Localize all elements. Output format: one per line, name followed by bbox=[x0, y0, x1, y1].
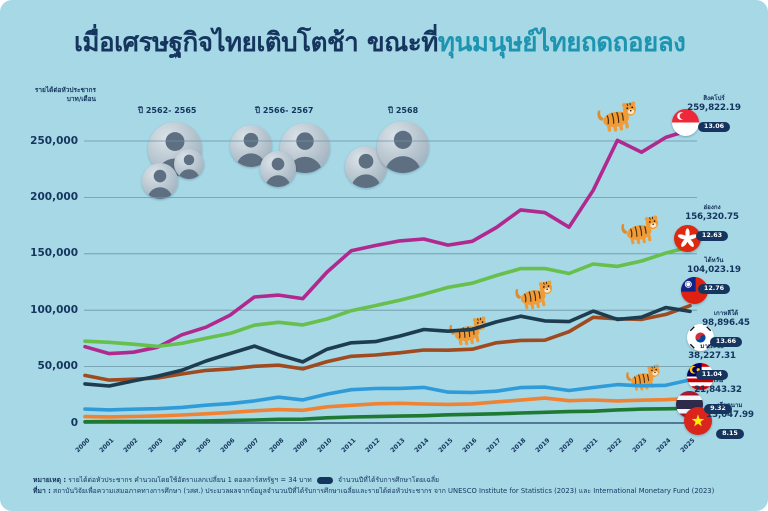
line-series-vn bbox=[83, 406, 692, 424]
line-series-kr bbox=[83, 305, 692, 388]
note-text: รายได้ต่อหัวประชากร คำนวณโดยใช้อัตราแลกเ… bbox=[68, 476, 312, 485]
title-part-economy: เมื่อเศรษฐกิจไทยเติบโตช้า ขณะที่ bbox=[74, 28, 438, 58]
footnotes: หมายเหตุ : รายได้ต่อหัวประชากร คำนวณโดยใ… bbox=[33, 475, 714, 497]
line-series-th bbox=[83, 396, 692, 419]
y-axis-title-line1: รายได้ต่อหัวประชากร bbox=[34, 86, 96, 94]
line-series-my bbox=[83, 378, 692, 412]
schooling-badge-legend-icon bbox=[316, 476, 333, 484]
footnote-source-line: ที่มา : สถาบันวิจัยเพื่อความเสมอภาคทางกา… bbox=[33, 486, 714, 497]
y-axis-title: รายได้ต่อหัวประชากร บาท/เดือน bbox=[8, 86, 96, 104]
footnote-note-line: หมายเหตุ : รายได้ต่อหัวประชากร คำนวณโดยใ… bbox=[33, 475, 714, 486]
title-part-human-capital: ทุนมนุษย์ไทยถดถอยลง bbox=[437, 28, 686, 58]
page-title: เมื่อเศรษฐกิจไทยเติบโตช้า ขณะที่ทุนมนุษย… bbox=[74, 22, 686, 63]
note-prefix: หมายเหตุ : bbox=[33, 476, 67, 485]
line-series-hk bbox=[83, 244, 692, 349]
legend-label: จำนวนปีที่ได้รับการศึกษาโดยเฉลี่ย bbox=[338, 476, 439, 485]
source-text: สถาบันวิจัยเพื่อความเสมอภาคทางการศึกษา (… bbox=[53, 487, 715, 496]
line-series-tw bbox=[83, 303, 692, 382]
source-prefix: ที่มา : bbox=[33, 487, 51, 496]
line-series-sg bbox=[83, 128, 692, 356]
y-axis-title-line2: บาท/เดือน bbox=[66, 94, 96, 103]
